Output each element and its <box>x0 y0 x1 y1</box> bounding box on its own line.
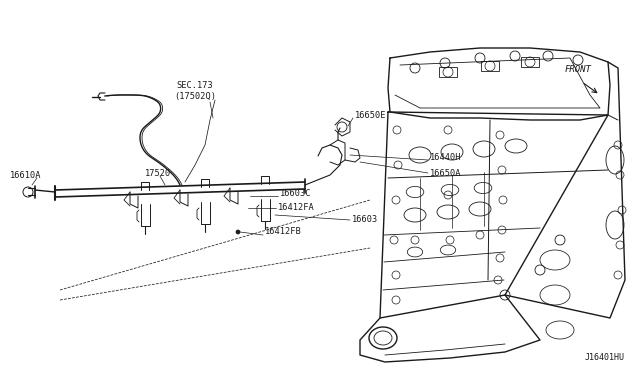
Text: 16603: 16603 <box>352 215 378 224</box>
Text: (17502Q): (17502Q) <box>174 92 216 100</box>
Circle shape <box>236 230 240 234</box>
Text: FRONT: FRONT <box>565 65 592 74</box>
Bar <box>439 67 457 77</box>
Text: 16610A: 16610A <box>10 170 42 180</box>
Text: 17520: 17520 <box>145 169 172 177</box>
Text: 16440H: 16440H <box>430 153 461 161</box>
Bar <box>521 57 539 67</box>
Text: 16650A: 16650A <box>430 169 461 177</box>
Text: J16401HU: J16401HU <box>585 353 625 362</box>
Text: 16412FA: 16412FA <box>278 203 315 212</box>
Text: SEC.173: SEC.173 <box>177 80 213 90</box>
Text: 16603C: 16603C <box>280 189 312 198</box>
Text: 16650E: 16650E <box>355 110 387 119</box>
Bar <box>481 61 499 71</box>
Text: 16412FB: 16412FB <box>265 228 301 237</box>
